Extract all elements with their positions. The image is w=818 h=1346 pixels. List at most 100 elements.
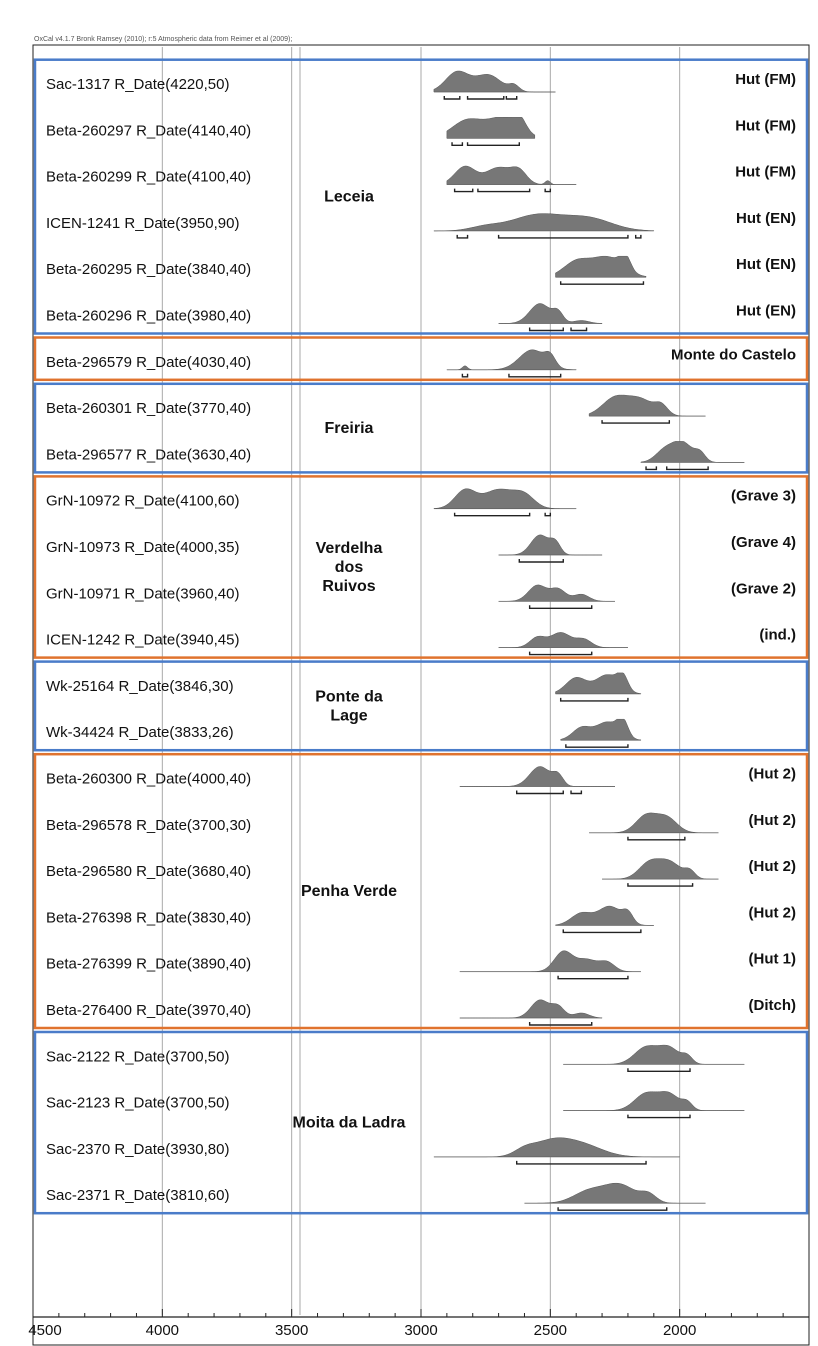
site-label-line: Moita da Ladra	[293, 1115, 406, 1132]
date-row: ICEN-1241 R_Date(3950,90) Hut (EN)	[46, 210, 796, 239]
date-row: Sac-2122 R_Date(3700,50)	[46, 1044, 745, 1072]
hpd-bracket	[477, 188, 531, 193]
date-label: Beta-296580 R_Date(3680,40)	[46, 863, 251, 880]
site-label-line: dos	[335, 559, 364, 576]
date-label: Beta-260301 R_Date(3770,40)	[46, 400, 251, 417]
date-row: Beta-260297 R_Date(4140,40) Hut (FM)	[46, 117, 796, 146]
context-label: (Ditch)	[749, 997, 797, 1014]
hpd-bracket	[559, 697, 629, 702]
probability-distribution	[446, 349, 577, 371]
date-row: Beta-260295 R_Date(3840,40) Hut (EN)	[46, 255, 796, 285]
hpd-bracket	[466, 142, 520, 146]
probability-distribution	[498, 584, 615, 602]
hpd-bracket	[562, 929, 642, 934]
date-label: Beta-276399 R_Date(3890,40)	[46, 956, 251, 973]
probability-distribution	[588, 394, 706, 417]
context-label: Hut (EN)	[736, 210, 796, 227]
group-box	[33, 1030, 809, 1215]
site-label-line: Lage	[330, 707, 367, 724]
hpd-bracket	[453, 188, 474, 193]
probability-distribution	[563, 1044, 745, 1065]
x-tick-label: 2000	[663, 1322, 696, 1339]
date-label: Wk-25164 R_Date(3846,30)	[46, 678, 234, 695]
date-label: GrN-10972 R_Date(4100,60)	[46, 493, 239, 510]
date-row: Beta-260296 R_Date(3980,40) Hut (EN)	[46, 303, 796, 332]
hpd-bracket	[627, 836, 686, 841]
group-box	[33, 382, 809, 474]
date-label: Sac-2371 R_Date(3810,60)	[46, 1187, 229, 1204]
group-box	[33, 336, 809, 382]
context-label: Hut (FM)	[735, 71, 796, 88]
date-label: Sac-2370 R_Date(3930,80)	[46, 1141, 229, 1158]
date-row: Beta-260300 R_Date(4000,40) (Hut 2)	[46, 766, 796, 795]
site-label-line: Penha Verde	[301, 883, 397, 900]
site-label-line: Verdelha	[316, 540, 383, 557]
hpd-bracket	[516, 790, 564, 795]
x-tick-label: 4000	[146, 1322, 179, 1339]
hpd-bracket	[634, 234, 642, 239]
probability-distribution	[498, 632, 628, 648]
date-label: ICEN-1242 R_Date(3940,45)	[46, 632, 239, 649]
date-row: Wk-34424 R_Date(3833,26)	[46, 718, 642, 748]
hpd-bracket	[557, 975, 629, 980]
date-row: Sac-2123 R_Date(3700,50)	[46, 1091, 745, 1119]
date-row: Sac-2370 R_Date(3930,80)	[46, 1137, 680, 1165]
hpd-bracket	[456, 234, 469, 239]
hpd-bracket	[601, 420, 671, 424]
plot-header: OxCal v4.1.7 Bronk Ramsey (2010); r:5 At…	[34, 36, 292, 43]
date-row: Sac-2371 R_Date(3810,60)	[46, 1182, 706, 1211]
context-label: (ind.)	[759, 627, 796, 644]
hpd-bracket	[461, 373, 469, 378]
probability-distribution	[640, 441, 745, 463]
x-tick-label: 3000	[404, 1322, 437, 1339]
context-label: Hut (FM)	[735, 164, 796, 181]
context-label: (Grave 3)	[731, 488, 796, 505]
date-label: Beta-276398 R_Date(3830,40)	[46, 909, 251, 926]
date-label: Beta-260297 R_Date(4140,40)	[46, 122, 251, 139]
probability-distribution	[459, 950, 641, 972]
hpd-bracket	[518, 559, 564, 563]
hpd-bracket	[570, 327, 588, 332]
date-label: Sac-2122 R_Date(3700,50)	[46, 1048, 229, 1065]
context-label: (Hut 2)	[749, 812, 797, 829]
site-label-line: Ponte da	[315, 688, 383, 705]
date-label: Sac-2123 R_Date(3700,50)	[46, 1095, 229, 1112]
hpd-bracket	[451, 142, 464, 146]
date-label: Beta-260299 R_Date(4100,40)	[46, 169, 251, 186]
date-row: Beta-276398 R_Date(3830,40) (Hut 2)	[46, 904, 797, 934]
group-box	[33, 475, 809, 659]
context-label: (Hut 2)	[749, 904, 797, 921]
hpd-bracket	[528, 651, 593, 656]
x-tick-label: 3500	[275, 1322, 308, 1339]
date-label: Beta-260295 R_Date(3840,40)	[46, 261, 251, 278]
group-boxes: Leceia Monte do Castelo Freiria Verdelha dos…	[33, 58, 809, 1215]
site-label: Verdelha dos Ruivos	[316, 540, 383, 595]
hpd-bracket	[627, 1068, 691, 1072]
context-label: (Grave 2)	[731, 580, 796, 597]
date-row: Beta-276400 R_Date(3970,40) (Ditch)	[46, 997, 797, 1026]
date-rows: Sac-1317 R_Date(4220,50) Hut (FM) Beta-260…	[46, 70, 797, 1211]
hpd-bracket	[627, 1114, 691, 1119]
x-tick-label: 4500	[28, 1322, 61, 1339]
site-label-line: Leceia	[324, 189, 374, 206]
date-row: Beta-296577 R_Date(3630,40)	[46, 441, 745, 471]
hpd-bracket	[528, 327, 564, 332]
probability-distribution	[555, 672, 642, 695]
site-label: Penha Verde	[301, 883, 397, 900]
date-row: Beta-296578 R_Date(3700,30) (Hut 2)	[46, 812, 797, 841]
probability-distribution	[459, 999, 603, 1019]
date-row: GrN-10972 R_Date(4100,60) (Grave 3)	[46, 488, 796, 517]
date-row: Sac-1317 R_Date(4220,50) Hut (FM)	[46, 70, 796, 100]
hpd-bracket	[497, 234, 629, 239]
date-row: GrN-10973 R_Date(4000,35) (Grave 4)	[46, 534, 796, 563]
date-label: Beta-260300 R_Date(4000,40)	[46, 771, 251, 788]
context-label: Hut (EN)	[736, 256, 796, 273]
hpd-bracket	[557, 1207, 668, 1211]
date-label: Sac-1317 R_Date(4220,50)	[46, 76, 229, 93]
date-label: Beta-260296 R_Date(3980,40)	[46, 308, 251, 325]
hpd-bracket	[516, 1160, 647, 1165]
context-label: (Hut 2)	[749, 858, 797, 875]
date-label: Beta-276400 R_Date(3970,40)	[46, 1002, 251, 1019]
probability-distribution	[563, 1091, 745, 1111]
